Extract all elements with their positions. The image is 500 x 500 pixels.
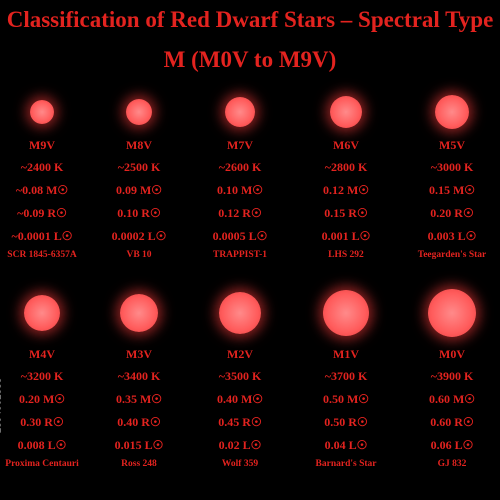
temperature: ~3400 K bbox=[117, 369, 161, 383]
star-circle bbox=[30, 100, 54, 124]
star-circle bbox=[428, 289, 476, 337]
star-circle bbox=[225, 97, 255, 127]
luminosity: 0.02 L☉ bbox=[218, 438, 262, 452]
radius: ~0.09 R☉ bbox=[17, 206, 67, 220]
star-circle bbox=[323, 290, 369, 336]
luminosity: 0.003 L☉ bbox=[427, 229, 477, 243]
example-star: VB 10 bbox=[126, 250, 152, 260]
mass: ~0.08 M☉ bbox=[15, 183, 69, 197]
example-star: Ross 248 bbox=[121, 459, 157, 469]
temperature: ~2800 K bbox=[324, 160, 368, 174]
mass: 0.15 M☉ bbox=[428, 183, 476, 197]
spectral-type: M1V bbox=[333, 347, 359, 361]
star-circle bbox=[219, 292, 261, 334]
temperature: ~3900 K bbox=[430, 369, 474, 383]
star-circle bbox=[126, 99, 152, 125]
example-star: Wolf 359 bbox=[221, 459, 259, 469]
radius: 0.15 R☉ bbox=[324, 206, 368, 220]
spectral-type: M0V bbox=[439, 347, 465, 361]
spectral-type: M9V bbox=[29, 138, 55, 152]
spectral-type: M4V bbox=[29, 347, 55, 361]
radius: 0.12 R☉ bbox=[218, 206, 262, 220]
temperature: ~2500 K bbox=[117, 160, 161, 174]
temperature: ~2600 K bbox=[218, 160, 262, 174]
star-circle bbox=[24, 295, 60, 331]
example-star: SCR 1845-6357A bbox=[7, 250, 77, 260]
radius: 0.60 R☉ bbox=[430, 415, 474, 429]
example-star: TRAPPIST-1 bbox=[212, 250, 268, 260]
spectral-type: M7V bbox=[227, 138, 253, 152]
example-star: Teegarden's Star bbox=[417, 250, 487, 260]
star-circle bbox=[120, 294, 158, 332]
temperature: ~2400 K bbox=[20, 160, 64, 174]
spectral-type: M3V bbox=[126, 347, 152, 361]
luminosity: 0.06 L☉ bbox=[430, 438, 474, 452]
luminosity: ~0.0001 L☉ bbox=[11, 229, 73, 243]
mass: 0.35 M☉ bbox=[115, 392, 163, 406]
luminosity: 0.04 L☉ bbox=[324, 438, 368, 452]
spectral-type: M6V bbox=[333, 138, 359, 152]
star-circle bbox=[435, 95, 469, 129]
temperature: ~3700 K bbox=[324, 369, 368, 383]
mass: 0.09 M☉ bbox=[115, 183, 163, 197]
radius: 0.40 R☉ bbox=[117, 415, 161, 429]
radius: 0.30 R☉ bbox=[20, 415, 64, 429]
temperature: ~3200 K bbox=[20, 369, 64, 383]
example-star: LHS 292 bbox=[328, 250, 364, 260]
radius: 0.45 R☉ bbox=[218, 415, 262, 429]
example-star: GJ 832 bbox=[437, 459, 467, 469]
radius: 0.10 R☉ bbox=[117, 206, 161, 220]
title: Classification of Red Dwarf Stars – Spec… bbox=[6, 7, 494, 72]
mass: 0.60 M☉ bbox=[428, 392, 476, 406]
star-circle bbox=[330, 96, 362, 128]
spectral-type: M2V bbox=[227, 347, 253, 361]
luminosity: 0.015 L☉ bbox=[114, 438, 164, 452]
example-star: Barnard's Star bbox=[315, 459, 377, 469]
mass: 0.50 M☉ bbox=[322, 392, 370, 406]
luminosity: 0.0005 L☉ bbox=[212, 229, 268, 243]
spectral-type: M8V bbox=[126, 138, 152, 152]
spectral-type: M5V bbox=[439, 138, 465, 152]
temperature: ~3500 K bbox=[218, 369, 262, 383]
mass: 0.40 M☉ bbox=[216, 392, 264, 406]
mass: 0.20 M☉ bbox=[18, 392, 66, 406]
luminosity: 0.001 L☉ bbox=[321, 229, 371, 243]
luminosity: 0.0002 L☉ bbox=[111, 229, 167, 243]
example-star: Proxima Centauri bbox=[5, 459, 79, 469]
radius: 0.50 R☉ bbox=[324, 415, 368, 429]
mass: 0.12 M☉ bbox=[322, 183, 370, 197]
mass: 0.10 M☉ bbox=[216, 183, 264, 197]
temperature: ~3000 K bbox=[430, 160, 474, 174]
luminosity: 0.008 L☉ bbox=[17, 438, 67, 452]
radius: 0.20 R☉ bbox=[430, 206, 474, 220]
